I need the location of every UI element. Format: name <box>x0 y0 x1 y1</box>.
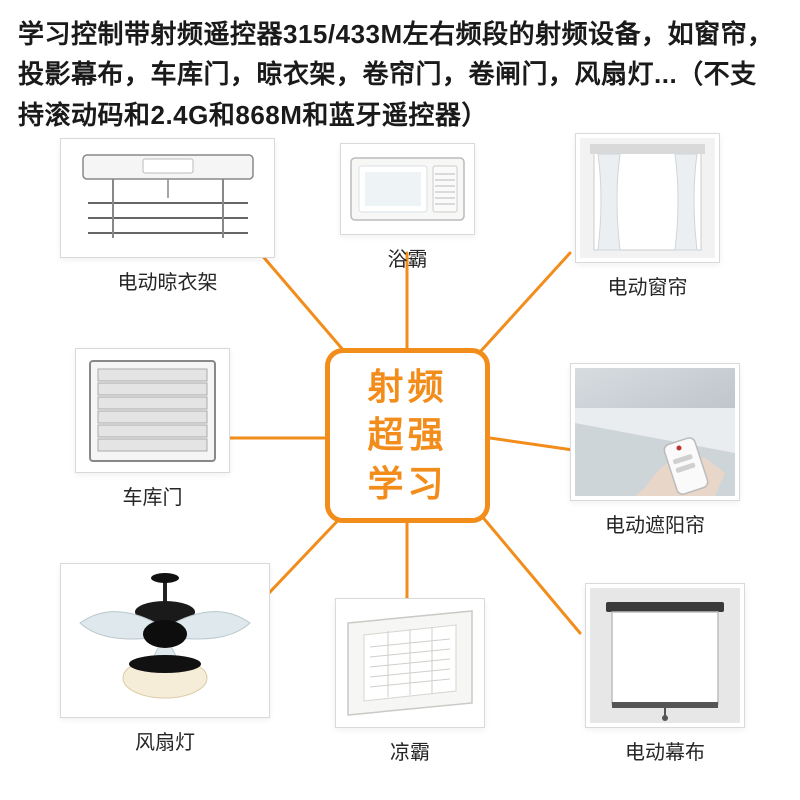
thumb-bath-heater <box>340 143 475 235</box>
bath-heater-icon <box>345 148 470 230</box>
node-curtain: 电动窗帘 <box>575 133 720 300</box>
fan-light-icon <box>65 568 265 713</box>
garage-door-icon <box>80 353 225 468</box>
header-text: 学习控制带射频遥控器315/433M左右频段的射频设备，如窗帘，投影幕布，车库门… <box>0 0 800 143</box>
hub-line-1: 射频 <box>367 363 447 412</box>
thumb-curtain <box>575 133 720 263</box>
thumb-cooler <box>335 598 485 728</box>
node-bath-heater: 浴霸 <box>340 143 475 272</box>
caption-garage: 车库门 <box>123 481 183 510</box>
projector-screen-icon <box>590 588 740 723</box>
caption-bath-heater: 浴霸 <box>388 243 428 272</box>
hub-line-3: 学习 <box>367 460 447 509</box>
hub-box: 射频 超强 学习 <box>325 348 490 523</box>
thumb-garage <box>75 348 230 473</box>
node-clothes-rack: 电动晾衣架 <box>60 138 275 295</box>
caption-cooler: 凉霸 <box>390 736 430 765</box>
node-sunshade: 电动遮阳帘 <box>570 363 740 538</box>
thumb-sunshade <box>570 363 740 501</box>
sunshade-icon <box>575 368 735 496</box>
caption-clothes-rack: 电动晾衣架 <box>118 266 218 295</box>
caption-sunshade: 电动遮阳帘 <box>605 509 705 538</box>
thumb-fan-light <box>60 563 270 718</box>
node-fan-light: 风扇灯 <box>60 563 270 755</box>
caption-fan-light: 风扇灯 <box>135 726 195 755</box>
hub-line-2: 超强 <box>367 411 447 460</box>
caption-curtain: 电动窗帘 <box>608 271 688 300</box>
curtain-icon <box>580 138 715 258</box>
clothes-rack-icon <box>68 143 268 253</box>
thumb-screen <box>585 583 745 728</box>
caption-screen: 电动幕布 <box>625 736 705 765</box>
node-cooler: 凉霸 <box>335 598 485 765</box>
thumb-clothes-rack <box>60 138 275 258</box>
node-garage: 车库门 <box>75 348 230 510</box>
node-screen: 电动幕布 <box>585 583 745 765</box>
device-diagram: 射频 超强 学习 电动晾衣架 <box>0 143 800 793</box>
cooler-icon <box>340 603 480 723</box>
